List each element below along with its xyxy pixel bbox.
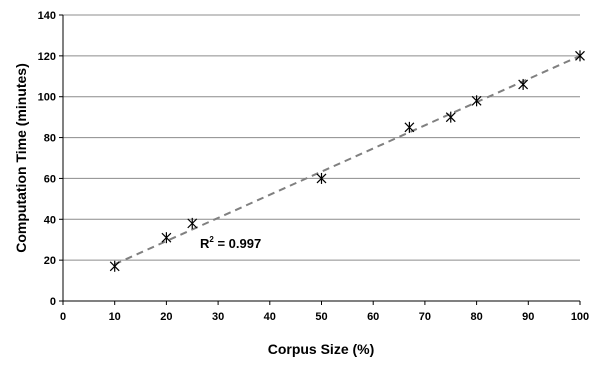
x-tick-label: 50 <box>315 311 327 323</box>
x-axis-title: Corpus Size (%) <box>268 341 375 357</box>
y-tick-label: 100 <box>38 92 56 104</box>
data-point <box>471 95 482 107</box>
x-tick-label: 20 <box>160 311 172 323</box>
gridlines <box>63 14 580 261</box>
x-tick-label: 100 <box>571 311 589 323</box>
r-squared-value: = 0.997 <box>214 236 261 251</box>
y-tick-label: 0 <box>50 296 56 308</box>
r-squared-annotation: R2 = 0.997 <box>200 235 261 251</box>
data-point <box>161 232 172 244</box>
data-point <box>404 121 415 133</box>
y-tick-label: 60 <box>44 173 56 185</box>
data-point <box>445 111 456 123</box>
data-point <box>187 217 198 229</box>
trendline <box>114 54 581 266</box>
r-squared-superscript: 2 <box>209 235 214 244</box>
y-tick-label: 80 <box>44 133 56 145</box>
tick-labels: 0 20 40 60 80 100 120 140 0 10 20 30 40 50 60 70 80 90 100 <box>38 10 590 323</box>
axes <box>59 14 581 305</box>
x-tick-label: 30 <box>212 311 224 323</box>
r-squared-base: R <box>200 236 210 251</box>
data-point <box>316 172 327 184</box>
data-point <box>518 78 529 90</box>
trendline-line <box>114 54 581 266</box>
y-tick-label: 40 <box>44 214 56 226</box>
x-tick-label: 60 <box>367 311 379 323</box>
data-point <box>575 50 585 62</box>
x-tick-label: 90 <box>522 311 534 323</box>
y-tick-label: 20 <box>44 255 56 267</box>
data-points <box>109 50 585 272</box>
x-tick-label: 10 <box>109 311 121 323</box>
y-tick-label: 120 <box>38 51 56 63</box>
x-tick-label: 40 <box>264 311 276 323</box>
x-tick-label: 80 <box>470 311 482 323</box>
x-tick-label: 0 <box>60 311 66 323</box>
data-point <box>109 260 120 272</box>
y-axis-title: Computation Time (minutes) <box>13 63 29 253</box>
y-tick-label: 140 <box>38 10 56 22</box>
x-tick-label: 70 <box>419 311 431 323</box>
